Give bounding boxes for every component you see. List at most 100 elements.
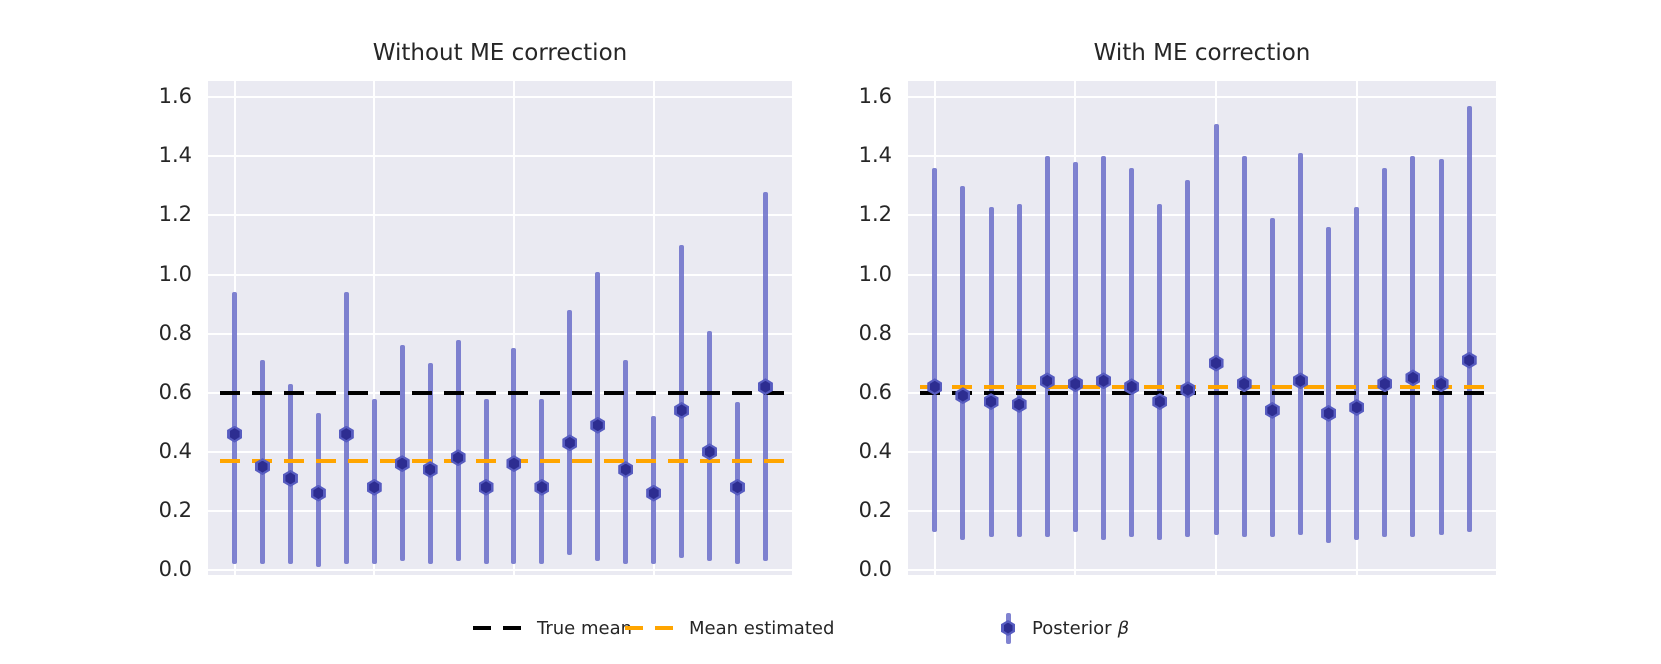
posterior-mean-marker-fill	[1436, 377, 1447, 390]
posterior-mean-marker-fill	[1323, 407, 1334, 420]
h-gridline	[908, 450, 1496, 453]
posterior-mean-marker	[618, 461, 634, 479]
posterior-mean-marker	[1349, 398, 1365, 416]
legend-item-posterior-beta: Posterior β	[1000, 612, 1129, 644]
posterior-mean-marker	[1377, 375, 1393, 393]
y-tick-label: 0.2	[158, 497, 192, 522]
posterior-mean-marker-fill	[592, 419, 603, 432]
posterior-mean-marker	[478, 478, 494, 496]
posterior-mean-marker-fill	[760, 380, 771, 393]
plot-area-without-correction	[208, 81, 792, 575]
y-tick-label: 1.4	[858, 143, 892, 168]
posterior-mean-marker-fill	[1182, 383, 1193, 396]
h-gridline	[208, 155, 792, 158]
posterior-mean-marker-fill	[620, 463, 631, 476]
posterior-mean-marker	[1067, 375, 1083, 393]
y-tick-label: 0.0	[158, 556, 192, 581]
posterior-mean-marker-fill	[1464, 354, 1475, 367]
posterior-mean-marker	[227, 425, 243, 443]
posterior-mean-marker	[702, 443, 718, 461]
credible-interval-bar	[1410, 156, 1416, 538]
posterior-mean-marker-fill	[1407, 371, 1418, 384]
posterior-mean-marker	[1152, 393, 1168, 411]
posterior-mean-marker-fill	[929, 380, 940, 393]
posterior-mean-marker	[955, 387, 971, 405]
credible-interval-bar	[679, 244, 685, 559]
y-tick-label: 0.4	[158, 438, 192, 463]
posterior-mean-marker	[1180, 381, 1196, 399]
posterior-mean-marker	[1321, 404, 1337, 422]
credible-interval-bar	[1438, 159, 1444, 535]
posterior-mean-marker	[674, 401, 690, 419]
posterior-mean-marker-fill	[285, 472, 296, 485]
posterior-mean-marker	[1208, 354, 1224, 372]
credible-interval-bar	[1044, 156, 1050, 538]
h-gridline	[908, 332, 1496, 335]
posterior-mean-marker-fill	[481, 481, 492, 494]
credible-interval-bar	[1157, 203, 1163, 541]
credible-interval-bar	[960, 185, 966, 541]
posterior-mean-marker	[1124, 378, 1140, 396]
posterior-mean-marker-fill	[957, 389, 968, 402]
true-mean-line	[908, 390, 1496, 395]
legend-label-mean-estimated: Mean estimated	[689, 617, 835, 639]
credible-interval-bar	[1185, 179, 1191, 538]
credible-interval-bar	[399, 345, 405, 562]
credible-interval-bar	[1101, 156, 1107, 541]
mean-estimated-line	[908, 384, 1496, 389]
posterior-mean-marker-fill	[508, 457, 519, 470]
posterior-mean-marker-fill	[1379, 377, 1390, 390]
credible-interval-bar	[1382, 168, 1388, 538]
v-gridline	[652, 81, 655, 575]
posterior-mean-marker	[422, 461, 438, 479]
true-mean-dash-sample	[473, 626, 521, 630]
posterior-mean-marker-fill	[1042, 374, 1053, 387]
posterior-mean-marker-fill	[1154, 395, 1165, 408]
h-gridline	[208, 273, 792, 276]
h-gridline	[908, 96, 1496, 99]
legend-label-beta-symbol: β	[1117, 617, 1130, 639]
legend-hexagon-fill	[1003, 622, 1013, 634]
credible-interval-bar	[988, 206, 994, 538]
posterior-mean-marker	[534, 478, 550, 496]
posterior-mean-marker	[646, 484, 662, 502]
y-tick-label: 0.0	[858, 556, 892, 581]
posterior-mean-marker-fill	[341, 428, 352, 441]
posterior-mean-marker	[310, 484, 326, 502]
posterior-mean-marker-fill	[1098, 374, 1109, 387]
posterior-mean-marker-fill	[1014, 398, 1025, 411]
posterior-mean-marker	[1264, 401, 1280, 419]
legend-hexagon-icon	[1001, 620, 1015, 636]
legend-item-mean-estimated: Mean estimated	[625, 612, 834, 644]
posterior-mean-marker	[757, 378, 773, 396]
true-mean-line	[208, 390, 792, 395]
h-gridline	[208, 568, 792, 571]
posterior-marker-sample	[1000, 612, 1016, 644]
credible-interval-bar	[1129, 168, 1135, 538]
y-tick-label: 1.2	[158, 202, 192, 227]
credible-interval-bar	[1297, 153, 1303, 535]
posterior-mean-marker-fill	[536, 481, 547, 494]
posterior-mean-marker	[729, 478, 745, 496]
credible-interval-bar	[762, 191, 768, 562]
posterior-mean-marker-fill	[704, 445, 715, 458]
posterior-mean-marker-fill	[453, 451, 464, 464]
h-gridline	[208, 509, 792, 512]
posterior-mean-marker	[1011, 396, 1027, 414]
posterior-mean-marker	[1039, 372, 1055, 390]
posterior-mean-marker	[1405, 369, 1421, 387]
y-tick-label: 0.8	[158, 320, 192, 345]
posterior-mean-marker	[1292, 372, 1308, 390]
h-gridline	[908, 568, 1496, 571]
posterior-mean-marker	[590, 416, 606, 434]
credible-interval-bar	[1269, 218, 1275, 538]
posterior-mean-marker-fill	[1239, 377, 1250, 390]
y-tick-label: 0.8	[858, 320, 892, 345]
posterior-mean-marker	[1096, 372, 1112, 390]
posterior-mean-marker-fill	[648, 487, 659, 500]
posterior-mean-marker-fill	[1267, 404, 1278, 417]
y-tick-label: 1.6	[858, 84, 892, 109]
y-tick-label: 0.6	[858, 379, 892, 404]
credible-interval-bar	[1466, 106, 1472, 532]
